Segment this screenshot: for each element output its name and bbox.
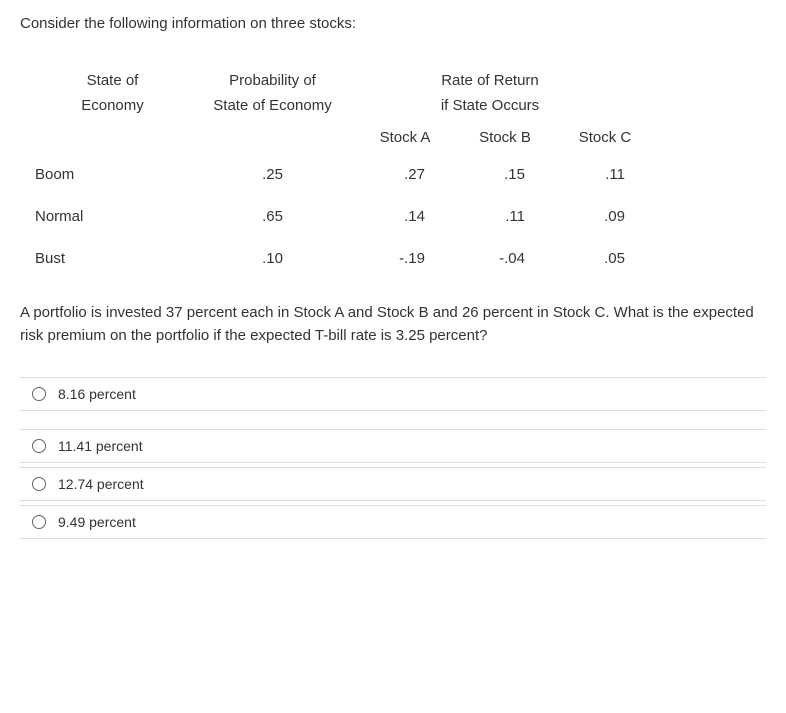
state-cell: Normal xyxy=(35,208,190,225)
header-row-1: State of Probability of Rate of Return xyxy=(35,72,766,89)
answer-option[interactable]: 11.41 percent xyxy=(20,429,766,463)
header-row-2: Economy State of Economy if State Occurs xyxy=(35,97,766,114)
table-row: Bust .10 -.19 -.04 .05 xyxy=(35,250,766,267)
option-label: 8.16 percent xyxy=(58,386,136,402)
stock-a-cell: .27 xyxy=(355,166,455,183)
option-label: 12.74 percent xyxy=(58,476,144,492)
data-table: State of Probability of Rate of Return E… xyxy=(35,72,766,267)
answer-option[interactable]: 12.74 percent xyxy=(20,467,766,501)
stock-header-row: Stock A Stock B Stock C xyxy=(35,129,766,146)
prob-cell: .10 xyxy=(190,250,355,267)
header-economy: Economy xyxy=(35,97,190,114)
option-label: 9.49 percent xyxy=(58,514,136,530)
header-return: Rate of Return xyxy=(355,72,625,89)
option-label: 11.41 percent xyxy=(58,438,143,454)
stock-b-cell: .11 xyxy=(455,208,555,225)
question-text: A portfolio is invested 37 percent each … xyxy=(20,302,766,347)
stock-b-cell: .15 xyxy=(455,166,555,183)
radio-icon xyxy=(32,387,46,401)
header-prob: Probability of xyxy=(190,72,355,89)
prob-cell: .65 xyxy=(190,208,355,225)
stock-b-cell: -.04 xyxy=(455,250,555,267)
table-row: Normal .65 .14 .11 .09 xyxy=(35,208,766,225)
stock-a-cell: -.19 xyxy=(355,250,455,267)
prob-cell: .25 xyxy=(190,166,355,183)
header-if-occurs: if State Occurs xyxy=(355,97,625,114)
stock-b-header: Stock B xyxy=(455,129,555,146)
table-row: Boom .25 .27 .15 .11 xyxy=(35,166,766,183)
radio-icon xyxy=(32,439,46,453)
stock-c-cell: .05 xyxy=(555,250,655,267)
header-state-economy: State of Economy xyxy=(190,97,355,114)
state-cell: Bust xyxy=(35,250,190,267)
stock-a-cell: .14 xyxy=(355,208,455,225)
answer-option[interactable]: 9.49 percent xyxy=(20,505,766,539)
radio-icon xyxy=(32,477,46,491)
answer-option[interactable]: 8.16 percent xyxy=(20,377,766,411)
stock-c-header: Stock C xyxy=(555,129,655,146)
stock-c-cell: .09 xyxy=(555,208,655,225)
state-cell: Boom xyxy=(35,166,190,183)
stock-a-header: Stock A xyxy=(355,129,455,146)
radio-icon xyxy=(32,515,46,529)
stock-c-cell: .11 xyxy=(555,166,655,183)
intro-text: Consider the following information on th… xyxy=(20,15,766,32)
header-state: State of xyxy=(35,72,190,89)
